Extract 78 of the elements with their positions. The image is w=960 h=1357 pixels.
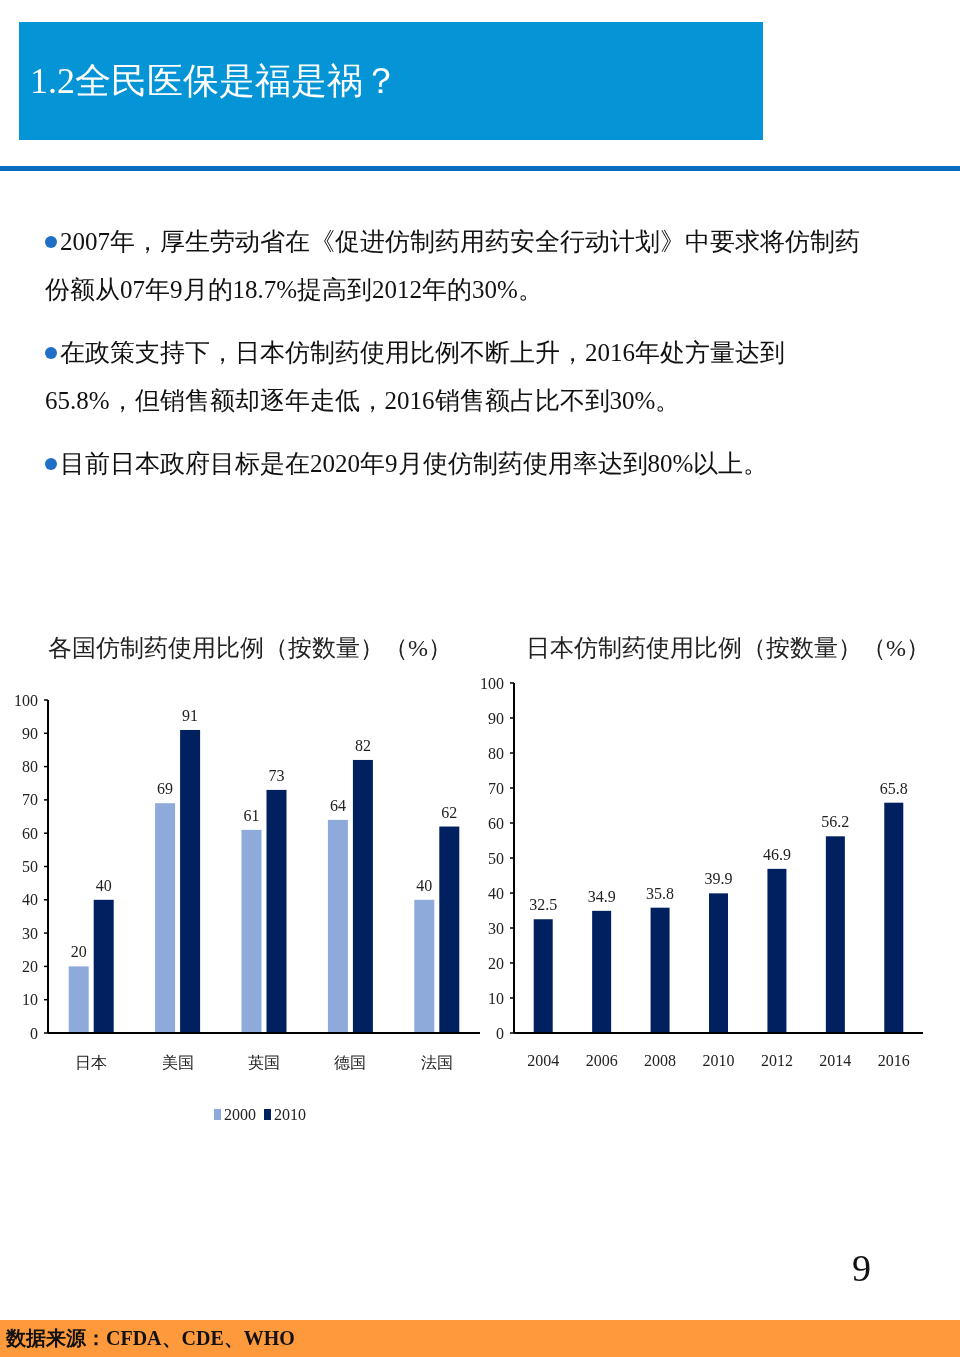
bar: [93, 899, 114, 1033]
text: 1.2全民医保是福是祸？: [30, 60, 399, 103]
y-tick-label: 30: [22, 924, 38, 942]
data-label: 46.9: [762, 845, 791, 863]
bar: [180, 729, 201, 1033]
y-tick-label: 0: [496, 1024, 504, 1042]
chart-title: 日本仿制药使用比例（按数量）（%）: [526, 635, 930, 661]
x-tick-label: 2004: [527, 1052, 560, 1069]
bar: [825, 836, 845, 1033]
data-label: 62: [441, 803, 458, 821]
x-tick-label: 英国: [248, 1054, 280, 1071]
legend-label: 2000: [224, 1106, 256, 1123]
y-tick-label: 20: [488, 954, 504, 972]
text: 9: [852, 1246, 871, 1291]
y-tick-label: 100: [480, 674, 504, 692]
bar: [650, 907, 670, 1033]
y-tick-label: 60: [22, 824, 38, 842]
x-tick-label: 德国: [334, 1054, 367, 1071]
legend-label: 2010: [274, 1106, 306, 1123]
bar: [709, 893, 728, 1033]
y-tick-label: 100: [14, 691, 38, 709]
text: 目前日本政府目标是在2020年9月使仿制药使用率达到80%以上。: [60, 450, 769, 477]
x-tick-label: 2010: [702, 1052, 735, 1069]
data-label: 65.8: [879, 779, 908, 797]
x-tick-label: 2016: [877, 1052, 910, 1069]
y-tick-label: 50: [488, 849, 504, 867]
y-tick-label: 60: [488, 814, 504, 832]
data-label: 56.2: [821, 813, 850, 831]
x-tick-label: 2014: [819, 1052, 852, 1069]
y-tick-label: 80: [22, 758, 38, 776]
data-label: 35.8: [646, 884, 675, 902]
text: 2007年，厚生劳动省在《促进仿制药用药安全行动计划》中要求将仿制药份额从07年9月的18.7%提高到2012年的30%。: [45, 228, 860, 303]
data-label: 73: [268, 766, 285, 784]
bar: [327, 819, 348, 1033]
bar: [68, 966, 89, 1033]
bar: [155, 803, 176, 1033]
y-tick-label: 70: [22, 791, 38, 809]
data-label: 82: [354, 736, 371, 754]
y-tick-label: 10: [22, 991, 38, 1009]
data-label: 34.9: [587, 887, 616, 905]
y-tick-label: 80: [488, 744, 504, 762]
bar: [767, 868, 787, 1033]
x-tick-label: 日本: [75, 1054, 108, 1071]
bar: [592, 910, 612, 1033]
bar: [884, 802, 904, 1033]
y-tick-label: 70: [488, 779, 504, 797]
x-tick-label: 美国: [161, 1054, 194, 1071]
y-tick-label: 30: [488, 919, 504, 937]
bar: [352, 759, 373, 1033]
y-tick-label: 10: [488, 989, 504, 1007]
bar: [266, 789, 287, 1033]
data-label: 61: [243, 806, 260, 824]
data-label: 40: [95, 876, 112, 894]
x-tick-label: 法国: [420, 1054, 453, 1071]
y-tick-label: 90: [22, 724, 38, 742]
data-label: 91: [182, 706, 199, 724]
data-label: 32.5: [529, 896, 558, 914]
bar: [439, 826, 460, 1033]
y-tick-label: 20: [22, 957, 38, 975]
x-tick-label: 2008: [644, 1052, 677, 1069]
x-tick-label: 2012: [760, 1052, 793, 1069]
y-tick-label: 0: [30, 1024, 38, 1042]
y-tick-label: 40: [22, 891, 38, 909]
y-tick-label: 90: [488, 709, 504, 727]
data-label: 64: [329, 796, 346, 814]
data-label: 40: [416, 876, 433, 894]
data-label: 69: [157, 780, 174, 798]
data-label: 20: [70, 943, 87, 961]
bar: [533, 919, 553, 1033]
bar: [414, 899, 435, 1033]
text: 在政策支持下，日本仿制药使用比例不断上升，2016年处方量达到65.8%，但销售额却逐年走低，2016销售额占比不到30%。: [45, 339, 785, 414]
data-label: 39.9: [704, 870, 733, 888]
chart-title: 各国仿制药使用比例（按数量）（%）: [48, 635, 452, 661]
bar: [241, 829, 262, 1033]
x-tick-label: 2006: [585, 1052, 618, 1069]
y-tick-label: 50: [22, 858, 38, 875]
y-tick-label: 40: [488, 884, 504, 902]
source-note: 数据来源：CFDA、CDE、WHO: [6, 1326, 295, 1351]
